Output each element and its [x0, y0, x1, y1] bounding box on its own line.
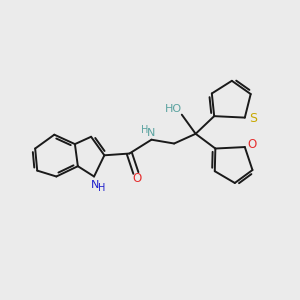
Text: O: O: [248, 138, 257, 151]
Text: H: H: [98, 183, 106, 193]
Text: O: O: [132, 172, 142, 185]
Text: HO: HO: [164, 104, 182, 114]
Text: N: N: [146, 128, 155, 138]
Text: S: S: [249, 112, 257, 125]
Text: N: N: [91, 180, 100, 190]
Text: H: H: [141, 125, 148, 135]
